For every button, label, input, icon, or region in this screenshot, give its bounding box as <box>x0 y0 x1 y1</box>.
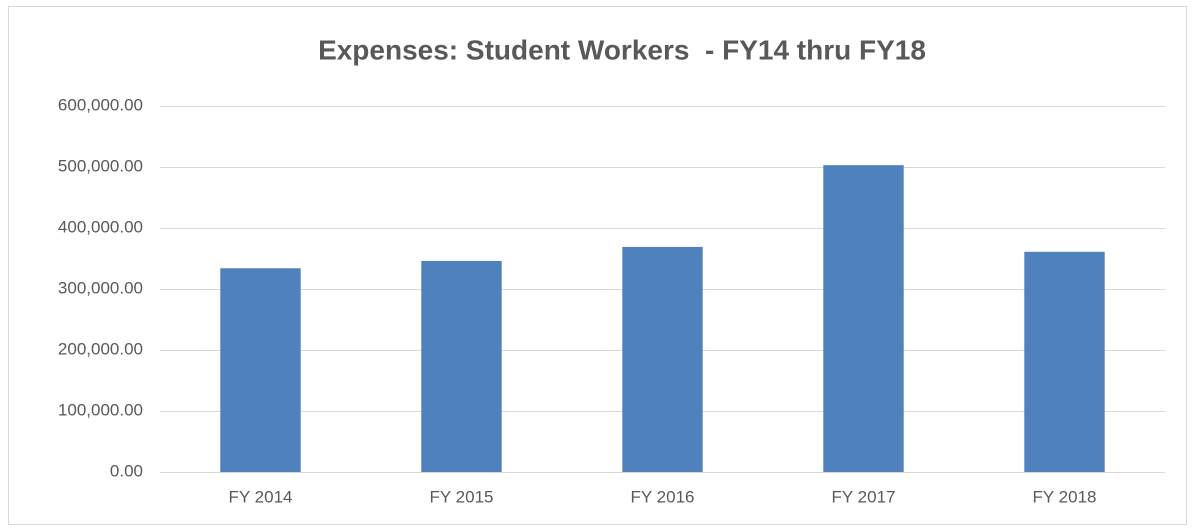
x-tick-label: FY 2017 <box>832 487 896 506</box>
x-tick-label: FY 2018 <box>1033 487 1097 506</box>
y-tick-label: 0.00 <box>110 461 143 480</box>
x-tick-label: FY 2014 <box>229 487 293 506</box>
y-tick-label: 400,000.00 <box>58 217 143 236</box>
y-tick-label: 300,000.00 <box>58 278 143 297</box>
x-tick-label: FY 2015 <box>430 487 494 506</box>
bar <box>823 165 904 473</box>
bar <box>1024 251 1105 472</box>
x-tick-label: FY 2016 <box>631 487 695 506</box>
bar <box>220 268 301 472</box>
y-tick-label: 100,000.00 <box>58 400 143 419</box>
chart-title: Expenses: Student Workers - FY14 thru FY… <box>318 34 926 65</box>
y-tick-label: 200,000.00 <box>58 339 143 358</box>
bar <box>421 260 502 472</box>
y-tick-label: 500,000.00 <box>58 156 143 175</box>
y-tick-label: 600,000.00 <box>58 95 143 114</box>
chart-border <box>8 6 1187 525</box>
bar <box>622 246 703 472</box>
